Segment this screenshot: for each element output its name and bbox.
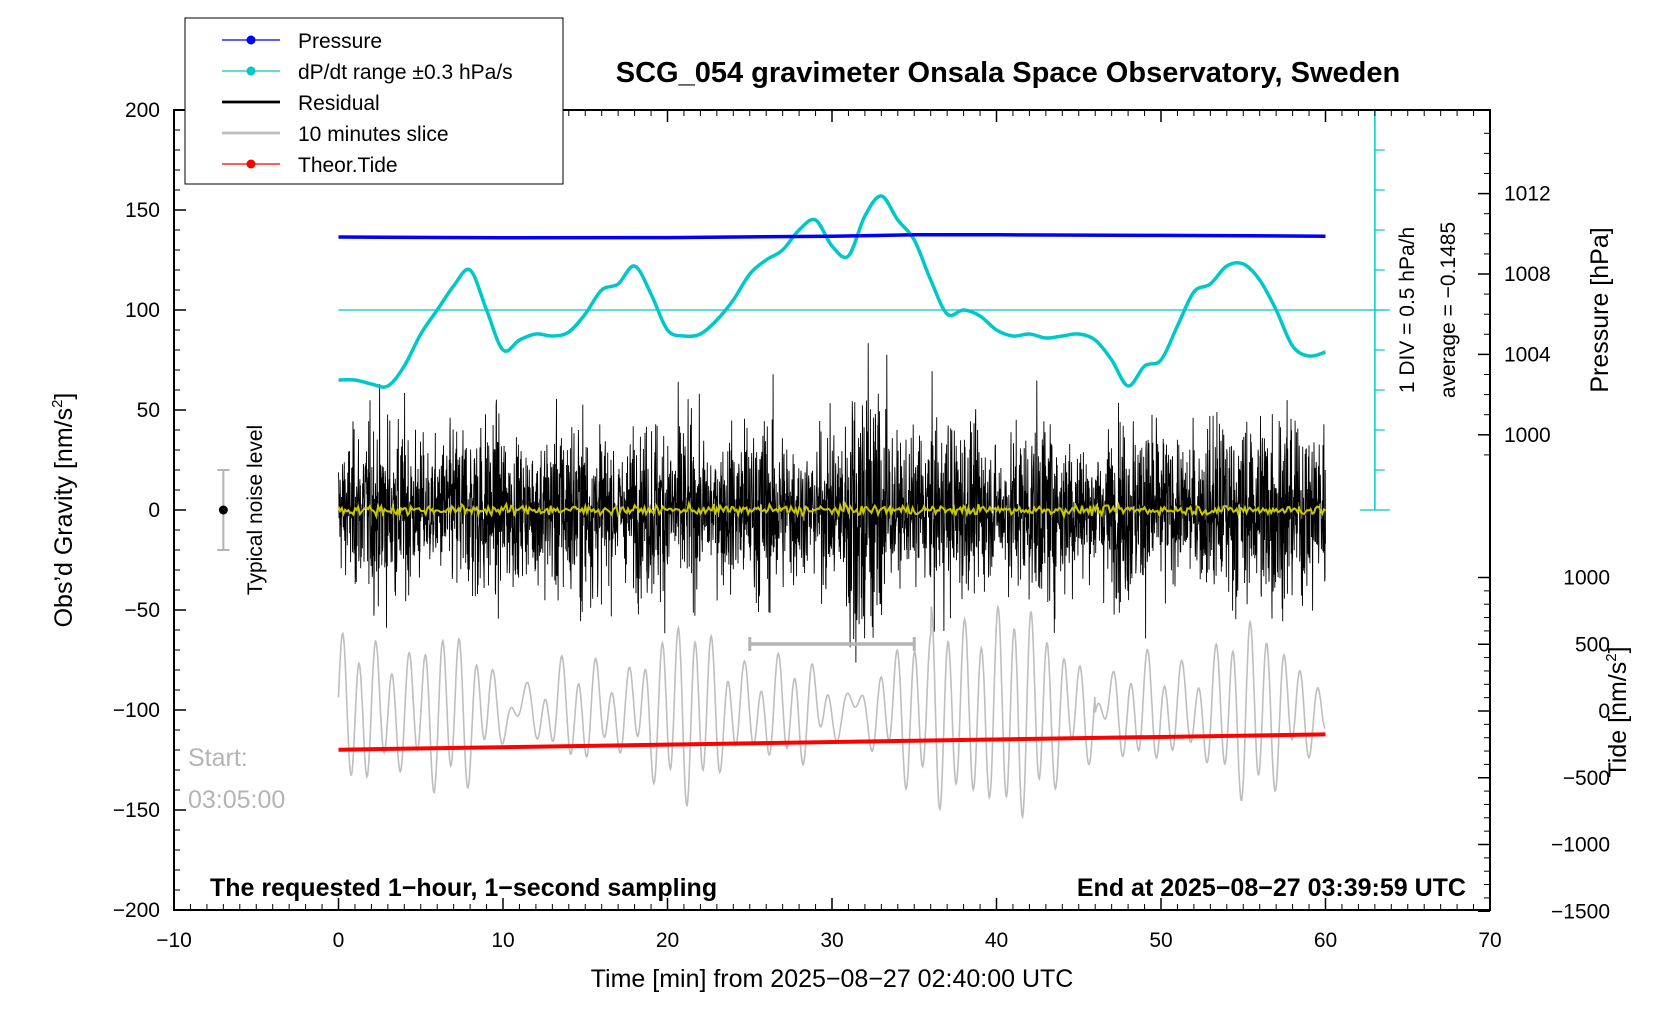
x-tick-label: 50: [1149, 929, 1172, 952]
start-time-label: 03:05:00: [188, 786, 285, 814]
slice-series-line: [337, 604, 1326, 820]
tide-axis-ticks: −1500 −1000 −500 0 500 1000: [1478, 567, 1610, 923]
x-tick-label: −10: [156, 929, 192, 952]
pressure-tick-label: 1000: [1504, 424, 1551, 447]
noise-level-label: Typical noise level: [244, 425, 267, 595]
legend-swatch-marker: [246, 35, 256, 45]
x-axis-ticks: −10 0 10 20 30 40 50 60 70: [156, 110, 1502, 952]
legend-entry-label: Residual: [298, 92, 380, 115]
x-tick-label: 40: [985, 929, 1008, 952]
left-axis-title-sup: 2: [49, 400, 66, 408]
dpdt-series-line: [338, 194, 1327, 389]
y-tick-label: −200: [113, 899, 160, 922]
legend-entry-label: Pressure: [298, 30, 382, 53]
residual-smoothed-line: [337, 499, 1327, 520]
pressure-tick-label: 1004: [1504, 343, 1551, 366]
x-tick-label: 10: [491, 929, 514, 952]
tide-axis-title-main: Tide [nm/s: [1604, 662, 1632, 778]
x-tick-label: 70: [1478, 929, 1501, 952]
tide-tick-label: −1500: [1551, 900, 1610, 923]
sampling-note: The requested 1−hour, 1−second sampling: [210, 874, 717, 902]
x-tick-label: 20: [656, 929, 679, 952]
residual-series-line: [338, 343, 1326, 663]
pressure-axis-ticks: 1000 1004 1008 1012: [1478, 132, 1551, 456]
y-tick-label: −150: [113, 799, 160, 822]
chart-title: SCG_054 gravimeter Onsala Space Observat…: [616, 57, 1400, 89]
y-tick-label: −50: [124, 599, 160, 622]
end-time-note: End at 2025−08−27 03:39:59 UTC: [1077, 874, 1466, 902]
left-axis-title-main: Obs’d Gravity [nm/s: [50, 408, 78, 628]
tide-tick-label: 1000: [1563, 567, 1610, 590]
x-tick-label: 30: [820, 929, 843, 952]
tide-tick-label: −500: [1563, 767, 1610, 790]
div-scale-label: 1 DIV = 0.5 hPa/h: [1396, 227, 1419, 393]
y-tick-label: −100: [113, 699, 160, 722]
tide-axis-title-sup: 2: [1603, 653, 1620, 661]
y-tick-label: 0: [148, 499, 160, 522]
tide-tick-label: 0: [1598, 700, 1610, 723]
residual-smoothed-layer: [337, 499, 1327, 520]
legend-entry-label: 10 minutes slice: [298, 123, 449, 146]
noise-bar-center-dot: [218, 505, 228, 515]
legend: Pressure dP/dt range ±0.3 hPa/s Residual 10…: [184, 17, 564, 185]
left-axis-title: Obs’d Gravity [nm/s2]: [49, 393, 78, 628]
x-axis-title: Time [min] from 2025−08−27 02:40:00 UTC: [591, 965, 1074, 993]
pressure-axis-title: Pressure [hPa]: [1586, 227, 1614, 392]
x-tick-label: 0: [333, 929, 345, 952]
legend-entry-label: Theor.Tide: [298, 154, 398, 177]
legend-swatch-marker: [246, 159, 256, 169]
y-tick-label: 50: [137, 399, 160, 422]
pressure-tick-label: 1012: [1504, 183, 1551, 206]
tide-axis-title: Tide [nm/s2]: [1603, 646, 1632, 777]
x-tick-label: 60: [1314, 929, 1337, 952]
pressure-series-layer: [338, 233, 1326, 240]
dpdt-series-layer: [338, 194, 1327, 389]
tide-axis-title-end: ]: [1604, 646, 1632, 653]
slice-series-layer: [337, 604, 1326, 820]
noise-bar-layer: [217, 469, 230, 551]
y-tick-label: 100: [125, 299, 160, 322]
legend-entry-label: dP/dt range ±0.3 hPa/s: [298, 61, 513, 84]
legend-swatch-marker: [246, 66, 256, 76]
pressure-tick-label: 1008: [1504, 263, 1551, 286]
tide-series-line: [338, 732, 1326, 752]
left-axis-title-end: ]: [50, 393, 78, 400]
slice-bracket-layer: [748, 637, 916, 651]
tide-tick-label: −1000: [1551, 834, 1610, 857]
start-label: Start:: [188, 744, 248, 772]
average-label: average = −0.1485: [1437, 222, 1460, 398]
pressure-series-line: [338, 233, 1326, 240]
residual-series-layer: [338, 343, 1326, 663]
y-tick-label: 150: [125, 199, 160, 222]
y-tick-label: 200: [125, 99, 160, 122]
tide-tick-label: 500: [1575, 633, 1610, 656]
tide-series-layer: [338, 732, 1326, 752]
left-axis-ticks: −200 −150 −100 −50 0 50 100 150 200: [113, 99, 186, 922]
